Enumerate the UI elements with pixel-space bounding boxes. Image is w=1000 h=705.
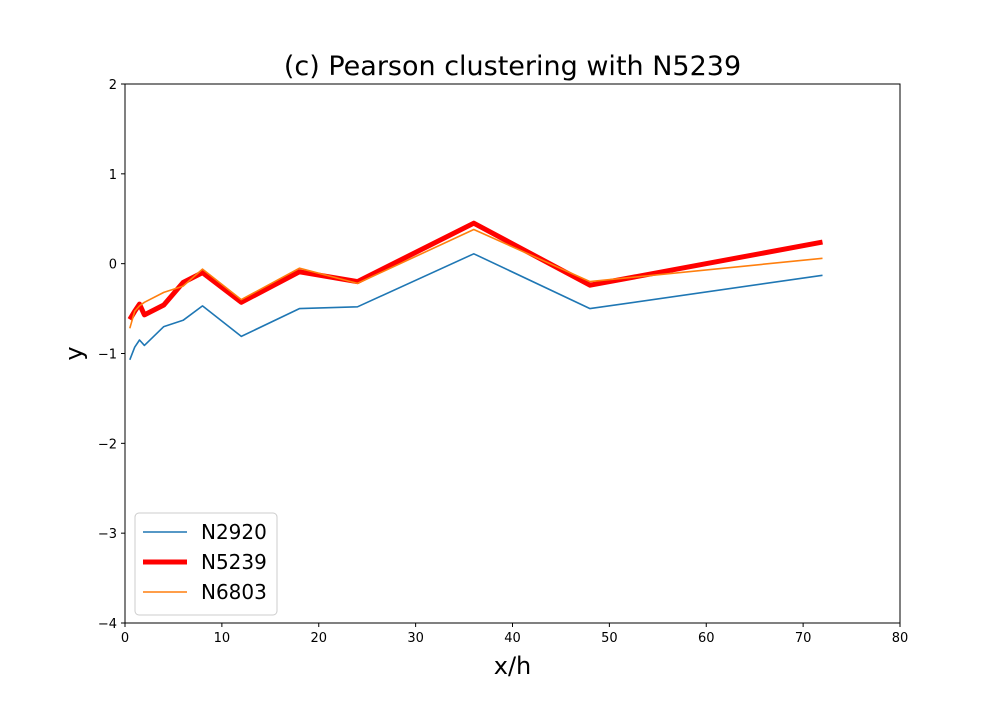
y-tick-label: −2 [98, 437, 117, 452]
y-axis-ticks: −4 −3 −2 −1 0 1 2 [98, 78, 125, 632]
y-tick-label: 0 [109, 258, 117, 273]
y-tick-label: −3 [98, 527, 117, 542]
legend-label-n5239: N5239 [201, 550, 267, 574]
legend-box [134, 512, 278, 616]
x-tick-label: 30 [407, 631, 424, 646]
chart-title: (c) Pearson clustering with N5239 [284, 51, 741, 82]
y-tick-label: −1 [98, 348, 117, 363]
y-axis-label: y [60, 346, 88, 360]
x-tick-label: 60 [698, 631, 715, 646]
x-tick-label: 80 [892, 631, 909, 646]
series-line-n5239 [127, 220, 823, 321]
x-tick-label: 20 [310, 631, 327, 646]
legend: N2920 N5239 N6803 [134, 512, 278, 616]
x-axis-ticks: 0 10 20 30 40 50 60 70 80 [121, 623, 908, 646]
x-tick-label: 70 [795, 631, 812, 646]
y-tick-label: −4 [98, 617, 117, 632]
x-tick-label: 50 [601, 631, 618, 646]
legend-label-n2920: N2920 [201, 520, 267, 544]
y-tick-label: 1 [109, 168, 117, 183]
x-axis-label: x/h [494, 652, 532, 680]
series-lines [127, 220, 823, 361]
y-tick-label: 2 [109, 78, 117, 93]
legend-label-n6803: N6803 [201, 580, 267, 604]
series-line-n6803 [129, 228, 823, 329]
x-tick-label: 0 [121, 631, 129, 646]
series-line-n2920 [129, 253, 823, 361]
x-tick-label: 10 [214, 631, 231, 646]
x-tick-label: 40 [504, 631, 521, 646]
